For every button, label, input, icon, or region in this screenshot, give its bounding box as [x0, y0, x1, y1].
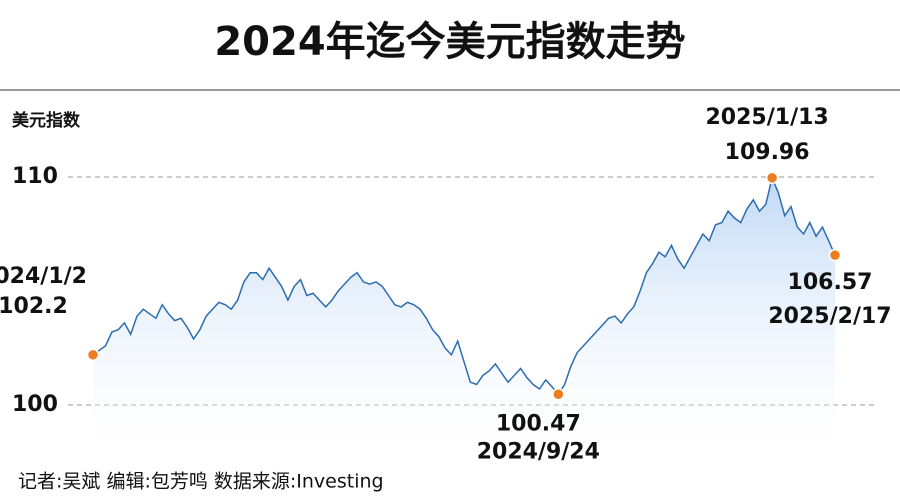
- area: [93, 177, 835, 451]
- annotation-value: 106.57: [788, 270, 873, 295]
- highlight-point: [828, 248, 842, 262]
- y-tick-label: 110: [12, 164, 58, 189]
- annotation-value: 109.96: [725, 140, 810, 165]
- annotation-date: 2025/2/17: [768, 304, 891, 329]
- highlight-point: [765, 171, 779, 185]
- annotation-date: 2024/1/2: [0, 264, 87, 289]
- annotation-value: 102.2: [0, 294, 68, 319]
- chart-title: 2024年迄今美元指数走势: [214, 19, 685, 65]
- annotation-date: 2024/9/24: [477, 439, 600, 464]
- annotation-value: 100.47: [496, 411, 581, 436]
- footer: 记者:吴斌 编辑:包芳鸣 数据来源:Investing: [18, 471, 384, 493]
- highlight-point: [552, 388, 565, 401]
- annotation-date: 2025/1/13: [706, 105, 829, 130]
- y-tick-label: 100: [12, 392, 58, 417]
- y-axis-label: 美元指数: [12, 110, 81, 131]
- highlight-point: [86, 348, 100, 362]
- line: [92, 175, 836, 396]
